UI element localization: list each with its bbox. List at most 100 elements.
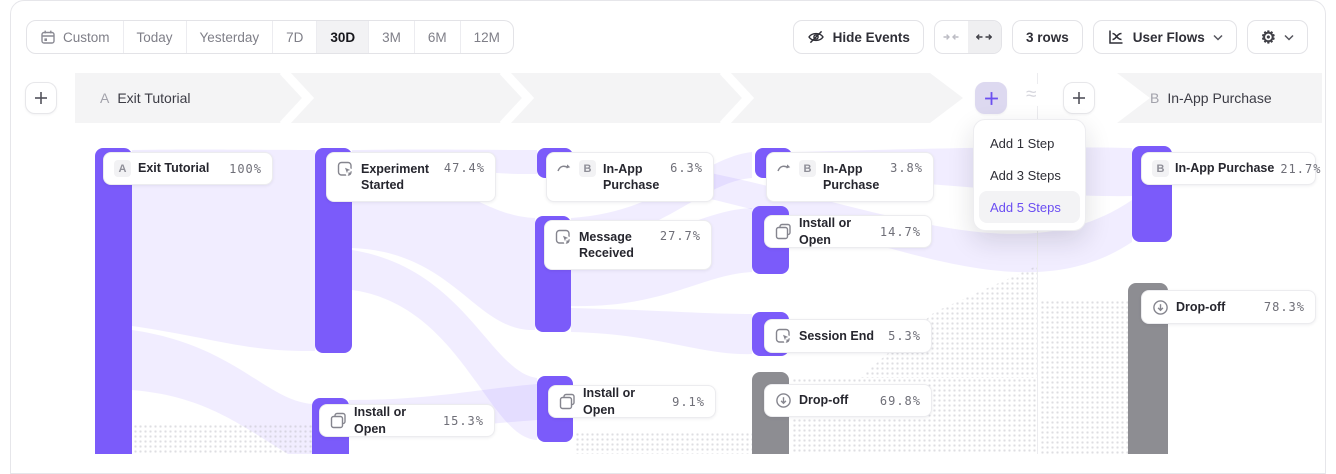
node-percent: 6.3% <box>670 161 703 175</box>
node-percent: 3.8% <box>890 161 923 175</box>
date-custom-button[interactable]: Custom <box>27 21 124 53</box>
node-label: In-App Purchase <box>603 162 660 193</box>
step-b-badge: B <box>579 160 596 177</box>
node-percent: 9.1% <box>672 394 705 409</box>
menu-item-add-5-steps[interactable]: Add 5 Steps <box>979 191 1080 223</box>
rows-button[interactable]: 3 rows <box>1011 20 1083 54</box>
step-a-name: Exit Tutorial <box>117 90 191 106</box>
rows-label: 3 rows <box>1025 29 1069 45</box>
date-3m-button[interactable]: 3M <box>369 21 415 53</box>
app-windows-icon <box>330 412 347 429</box>
date-12m-button[interactable]: 12M <box>473 29 500 45</box>
date-custom-label: Custom <box>63 29 110 45</box>
node-card-message-received[interactable]: Message Received 27.7% <box>544 220 712 270</box>
add-step-menu: Add 1 Step Add 3 Steps Add 5 Steps <box>973 119 1086 231</box>
node-label: Install or Open <box>354 405 407 436</box>
node-card-experiment-started[interactable]: Experiment Started 47.4% <box>326 152 496 202</box>
gear-icon: ⚙ <box>1260 27 1276 47</box>
view-mode-dropdown[interactable]: User Flows <box>1092 20 1237 54</box>
date-range-control: Custom Today Yesterday 7D 30D 3M 6M 12M <box>26 20 514 54</box>
node-label: Session End <box>799 328 875 343</box>
plus-icon <box>34 91 48 105</box>
node-card-install-or-open-1[interactable]: Install or Open 15.3% <box>319 404 495 437</box>
node-percent: 69.8% <box>879 393 921 408</box>
node-label: Exit Tutorial <box>138 161 210 176</box>
app-windows-icon <box>559 393 576 410</box>
add-start-step-button[interactable] <box>25 82 57 114</box>
calendar-icon <box>40 29 56 45</box>
menu-item-add-3-steps[interactable]: Add 3 Steps <box>990 167 1061 183</box>
step-b-header[interactable]: B In-App Purchase <box>1150 73 1272 123</box>
date-6m-button[interactable]: 6M <box>415 21 461 53</box>
click-event-icon <box>555 229 572 246</box>
date-30d-button[interactable]: 30D <box>317 21 370 53</box>
curved-arrow-icon <box>777 161 792 173</box>
plus-icon <box>1072 91 1086 105</box>
step-a-header[interactable]: A Exit Tutorial <box>100 73 190 123</box>
node-label: In-App Purchase <box>823 162 880 193</box>
node-percent: 78.3% <box>1263 300 1305 314</box>
date-today-button[interactable]: Today <box>124 21 187 53</box>
view-mode-label: User Flows <box>1132 29 1205 45</box>
eye-off-icon <box>807 28 825 46</box>
node-percent: 5.3% <box>888 329 921 343</box>
node-label: In-App Purchase <box>1175 161 1275 176</box>
hide-events-button[interactable]: Hide Events <box>792 20 924 54</box>
node-label: Drop-off <box>799 393 849 408</box>
collapse-arrows-icon <box>943 31 959 43</box>
click-event-icon <box>775 328 792 345</box>
arrow-down-circle-icon <box>775 392 792 409</box>
node-card-install-or-open-3[interactable]: Install or Open 14.7% <box>764 215 932 248</box>
approx-symbol: ≈ <box>1022 84 1041 106</box>
step-a-badge: A <box>114 160 131 177</box>
node-card-in-app-purchase-1[interactable]: B In-App Purchase 6.3% <box>546 152 714 202</box>
step-b-badge: B <box>1152 160 1169 177</box>
dropoff-texture <box>575 432 752 454</box>
node-percent: 15.3% <box>442 413 484 428</box>
node-percent: 27.7% <box>659 229 701 243</box>
expand-columns-button[interactable] <box>967 21 1001 53</box>
step-b-letter: B <box>1150 90 1160 106</box>
dropoff-texture <box>1040 300 1130 454</box>
chevron-down-icon <box>1284 34 1294 41</box>
node-card-session-end[interactable]: Session End 5.3% <box>764 319 932 353</box>
node-card-in-app-purchase-b[interactable]: B In-App Purchase 21.7% <box>1141 152 1320 185</box>
add-step-before-b-button[interactable] <box>1063 82 1095 114</box>
step-a-letter: A <box>100 90 110 106</box>
node-label: Experiment Started <box>361 162 430 193</box>
toolbar: Custom Today Yesterday 7D 30D 3M 6M 12M … <box>26 20 1308 54</box>
step-b-badge: B <box>799 160 816 177</box>
app-windows-icon <box>775 223 792 240</box>
curved-arrow-icon <box>557 161 572 173</box>
collapse-columns-button[interactable] <box>935 21 968 53</box>
node-card-install-or-open-2[interactable]: Install or Open 9.1% <box>548 385 716 418</box>
dropoff-texture <box>133 424 315 454</box>
plus-icon <box>984 91 999 106</box>
toolbar-right-group: Hide Events <box>792 20 1308 54</box>
step-header-bands <box>75 73 1322 123</box>
date-7d-button[interactable]: 7D <box>273 21 318 53</box>
width-toggle-control <box>933 20 1002 54</box>
step-b-name: In-App Purchase <box>1167 90 1272 106</box>
node-card-dropoff-b[interactable]: Drop-off 78.3% <box>1141 290 1316 324</box>
expand-arrows-icon <box>976 31 993 43</box>
date-yesterday-button[interactable]: Yesterday <box>187 21 274 53</box>
menu-item-add-1-step[interactable]: Add 1 Step <box>990 135 1055 151</box>
add-step-after-a-button[interactable] <box>975 82 1007 114</box>
node-label: Install or Open <box>799 216 852 247</box>
chevron-down-icon <box>1213 34 1223 41</box>
arrow-down-circle-icon <box>1152 299 1169 316</box>
flows-chart-icon <box>1107 28 1125 46</box>
settings-dropdown[interactable]: ⚙ <box>1246 20 1308 54</box>
node-percent: 14.7% <box>879 224 921 239</box>
node-label: Message Received <box>579 230 634 261</box>
section-divider <box>1037 73 1038 454</box>
node-card-dropoff-a[interactable]: Drop-off 69.8% <box>764 384 932 417</box>
node-percent: 47.4% <box>443 161 485 175</box>
node-card-exit-tutorial[interactable]: A Exit Tutorial 100% <box>103 152 273 185</box>
node-card-in-app-purchase-2[interactable]: B In-App Purchase 3.8% <box>766 152 934 202</box>
node-percent: 21.7% <box>1280 161 1322 176</box>
flow-bar-exit-tutorial[interactable] <box>95 148 132 454</box>
node-label: Drop-off <box>1176 299 1226 314</box>
node-percent: 100% <box>229 161 262 176</box>
